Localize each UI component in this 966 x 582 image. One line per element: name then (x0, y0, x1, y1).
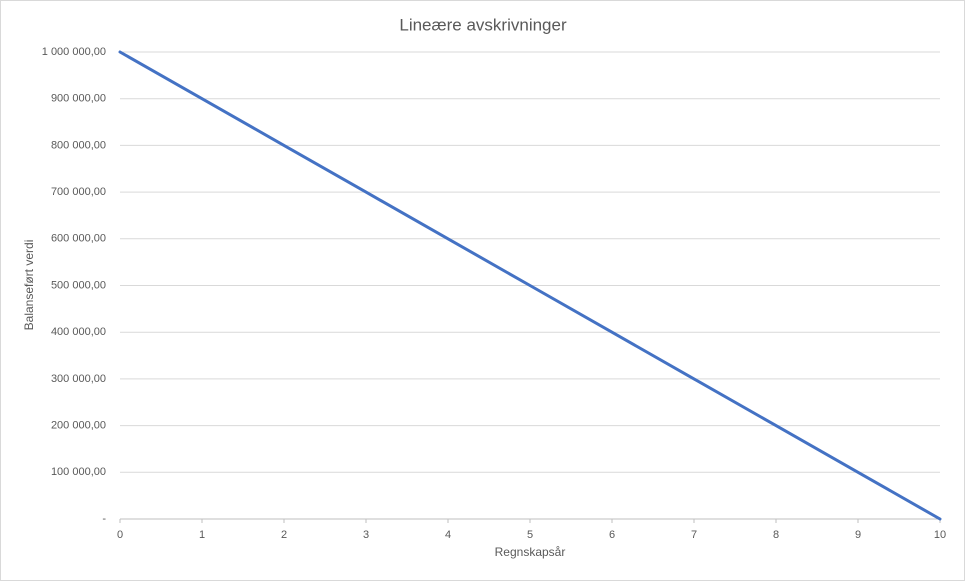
x-tick-label: 2 (281, 529, 287, 541)
y-tick-label: 800 000,00 (51, 139, 106, 151)
y-tick-label: 200 000,00 (51, 420, 106, 432)
data-line (118, 50, 942, 521)
y-tick-label: 400 000,00 (51, 326, 106, 338)
y-tick-label: 700 000,00 (51, 186, 106, 198)
y-tick-label: 900 000,00 (51, 93, 106, 105)
x-tick-label: 3 (363, 529, 369, 541)
x-tick-label: 4 (445, 529, 451, 541)
x-tick-label: 1 (199, 529, 205, 541)
y-tick-label: 500 000,00 (51, 279, 106, 291)
y-tick-label: 100 000,00 (51, 466, 106, 478)
x-tick-label: 5 (527, 529, 533, 541)
x-axis-label: Regnskapsår (495, 545, 566, 559)
y-tick-label: 600 000,00 (51, 233, 106, 245)
x-tick-label: 7 (691, 529, 697, 541)
x-tick-label: 6 (609, 529, 615, 541)
x-tick-label: 0 (117, 529, 123, 541)
y-tick-label: 300 000,00 (51, 373, 106, 385)
chart-title: Lineære avskrivninger (399, 15, 567, 34)
y-axis-label: Balanseført verdi (22, 240, 36, 331)
x-tick-label: 8 (773, 529, 779, 541)
x-tick-label: 9 (855, 529, 861, 541)
x-tick-label: 10 (934, 529, 946, 541)
y-tick-label: - (102, 513, 106, 525)
y-tick-label: 1 000 000,00 (42, 46, 106, 58)
